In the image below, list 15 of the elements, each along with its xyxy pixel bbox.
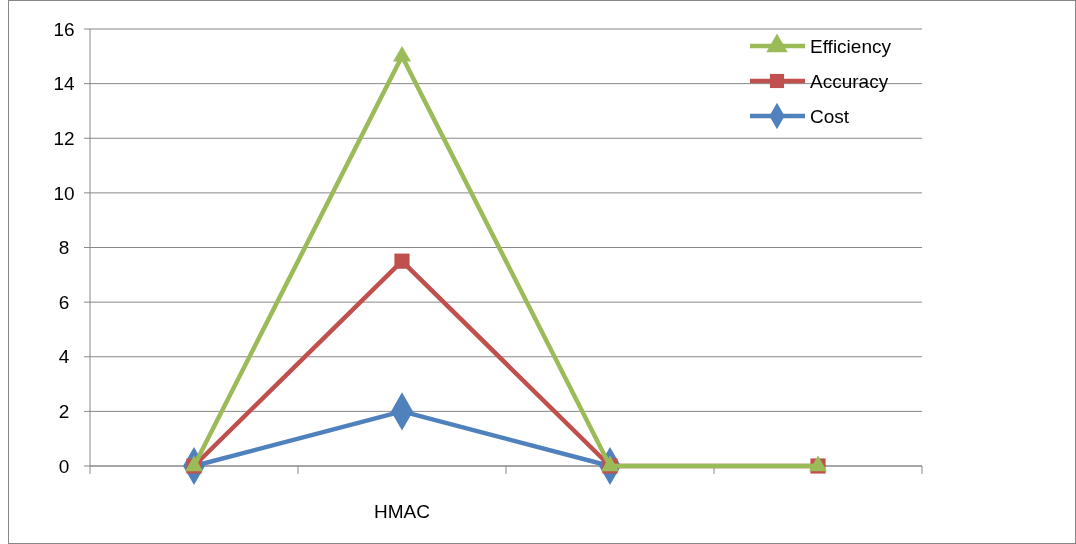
- y-tick-label: 8: [58, 237, 70, 259]
- y-tick-label: 16: [53, 18, 75, 40]
- y-tick-label: 6: [58, 291, 70, 313]
- legend-label: Efficiency: [810, 35, 892, 57]
- legend-label: Accuracy: [810, 70, 889, 92]
- y-tick-label: 0: [58, 455, 70, 477]
- y-tick-label: 2: [58, 401, 70, 423]
- y-tick-label: 12: [53, 127, 75, 149]
- point: [393, 45, 411, 62]
- y-tick-label: 14: [53, 73, 75, 95]
- y-tick-label: 10: [53, 182, 75, 204]
- point: [394, 253, 410, 269]
- y-tick-label: 4: [58, 346, 70, 368]
- legend-label: Cost: [810, 105, 850, 127]
- x-tick-label: HMAC: [374, 501, 430, 522]
